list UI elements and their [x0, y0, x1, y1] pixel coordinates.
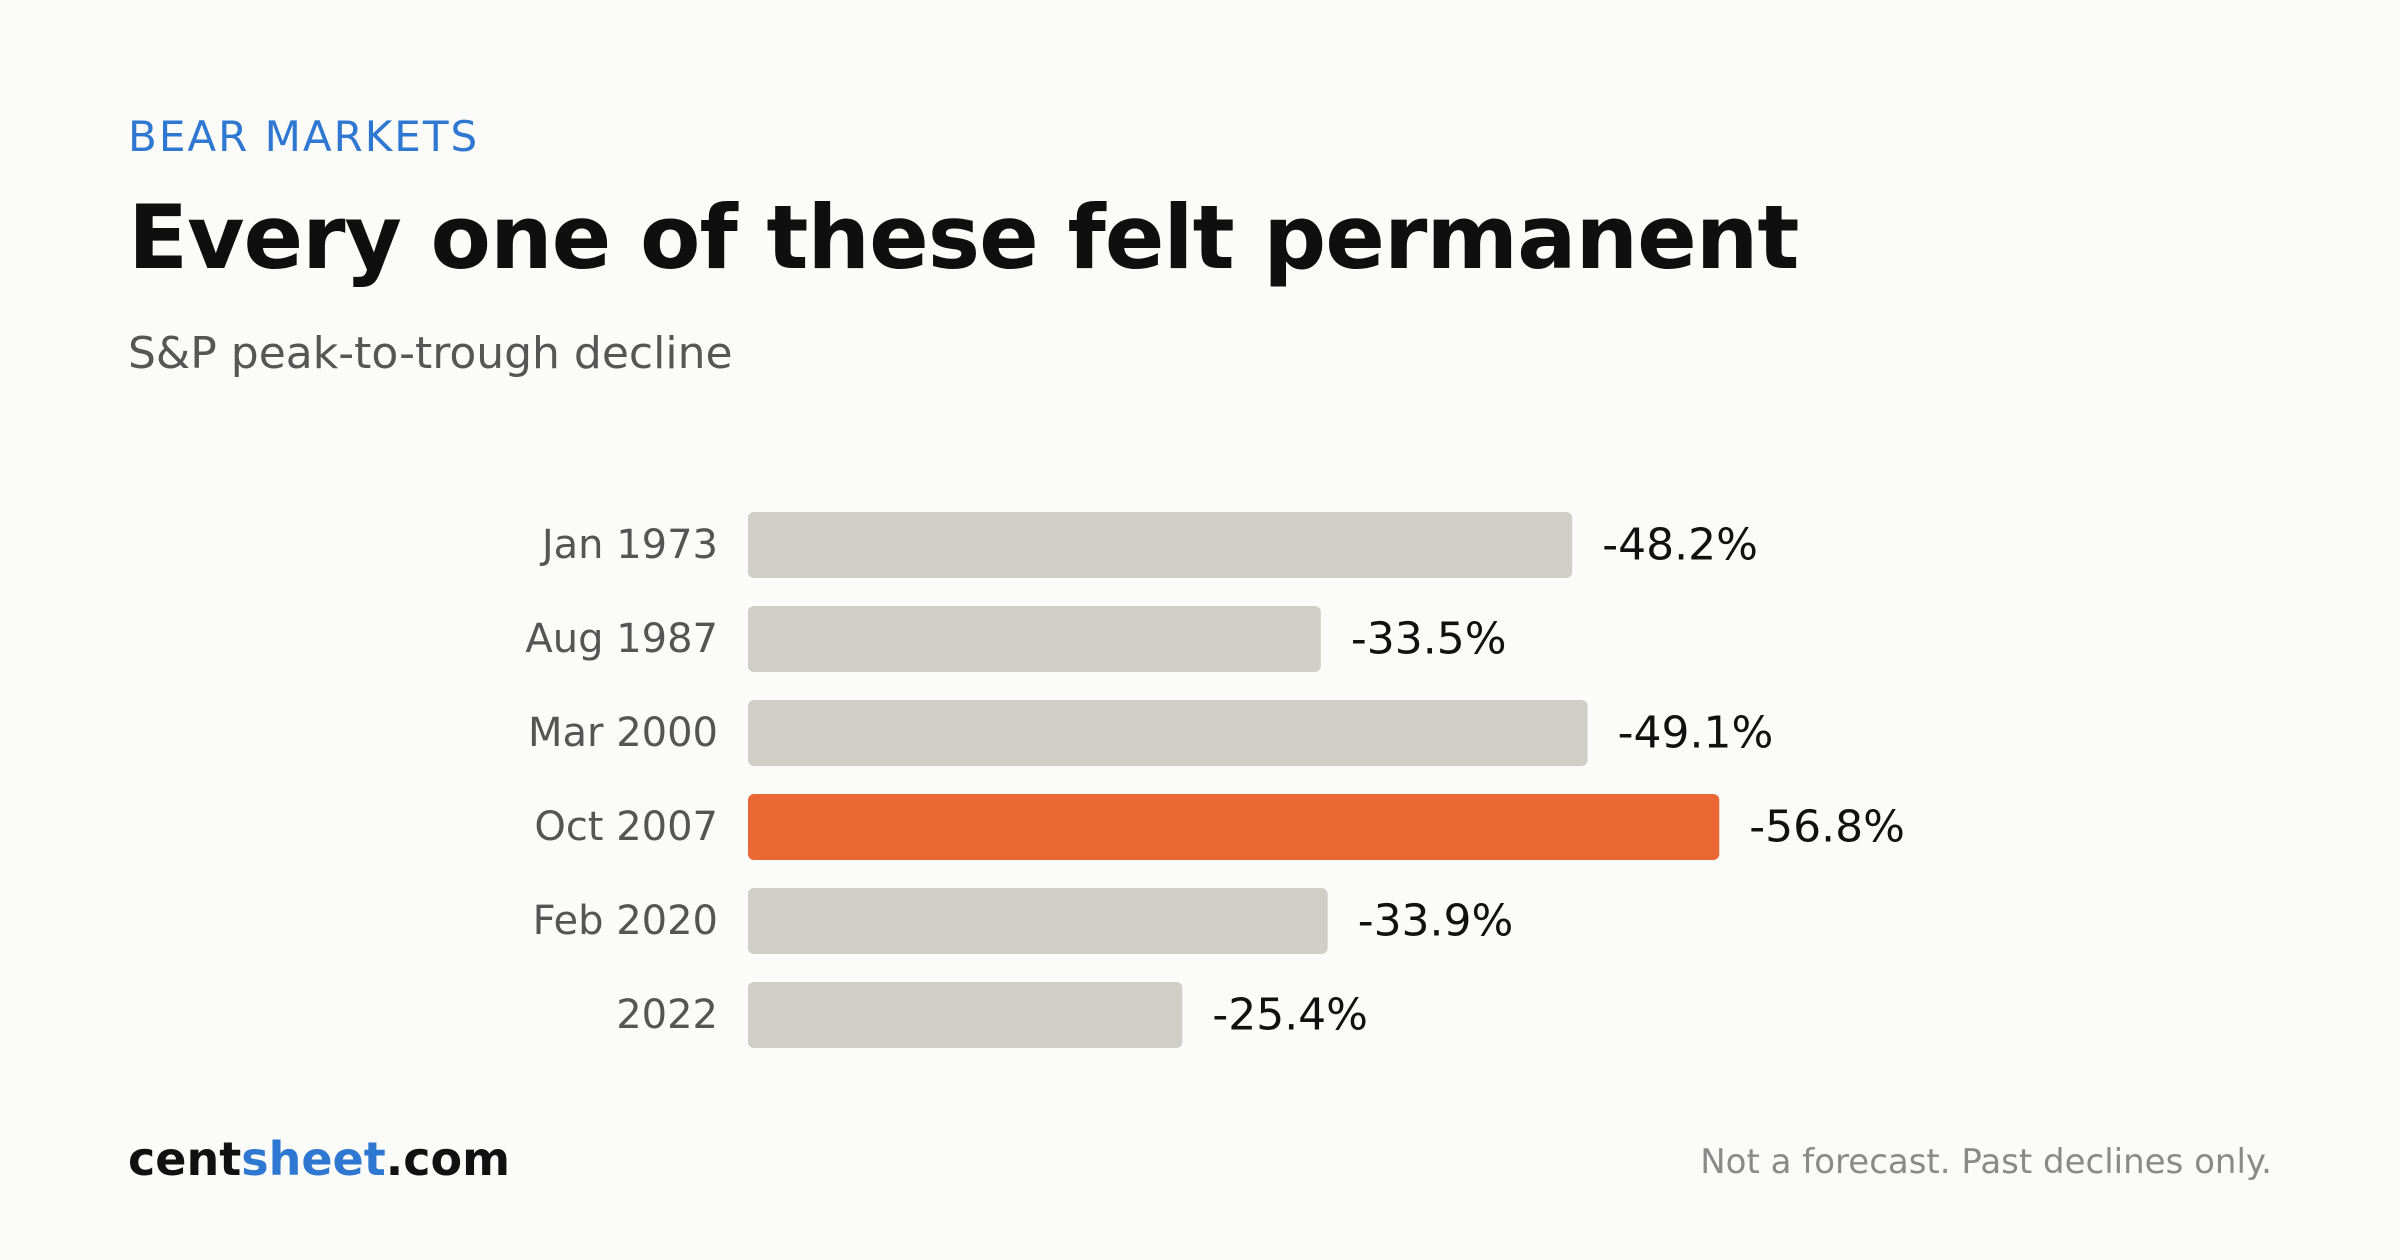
category-label: Jan 1973	[539, 522, 718, 568]
value-label: -56.8%	[1749, 802, 1905, 853]
value-label: -49.1%	[1618, 708, 1774, 759]
brand-logo[interactable]: centsheet.com	[128, 1132, 510, 1186]
bar-2022	[748, 982, 1183, 1048]
category-label: Oct 2007	[534, 804, 718, 850]
brand-prefix: cent	[128, 1132, 242, 1186]
chart-title: Every one of these felt permanent	[128, 186, 1799, 289]
footnote: Not a forecast. Past declines only.	[1700, 1142, 2272, 1182]
value-label: -33.5%	[1351, 614, 1507, 665]
category-label: 2022	[616, 992, 718, 1038]
bar-aug-1987	[748, 606, 1321, 672]
brand-accent: sheet	[241, 1132, 386, 1186]
value-label: -25.4%	[1212, 990, 1368, 1041]
category-label: Aug 1987	[525, 616, 718, 662]
value-label: -33.9%	[1358, 896, 1514, 947]
category-label: Mar 2000	[528, 710, 718, 756]
bar-oct-2007	[748, 794, 1720, 860]
category-label: Feb 2020	[533, 898, 718, 944]
bar-jan-1973	[748, 512, 1573, 578]
value-label: -48.2%	[1602, 520, 1758, 571]
chart-subtitle: S&P peak-to-trough decline	[128, 328, 733, 379]
bar-mar-2000	[748, 700, 1588, 766]
chart-eyebrow: BEAR MARKETS	[128, 112, 480, 161]
bar-feb-2020	[748, 888, 1328, 954]
brand-suffix: .com	[385, 1132, 510, 1186]
